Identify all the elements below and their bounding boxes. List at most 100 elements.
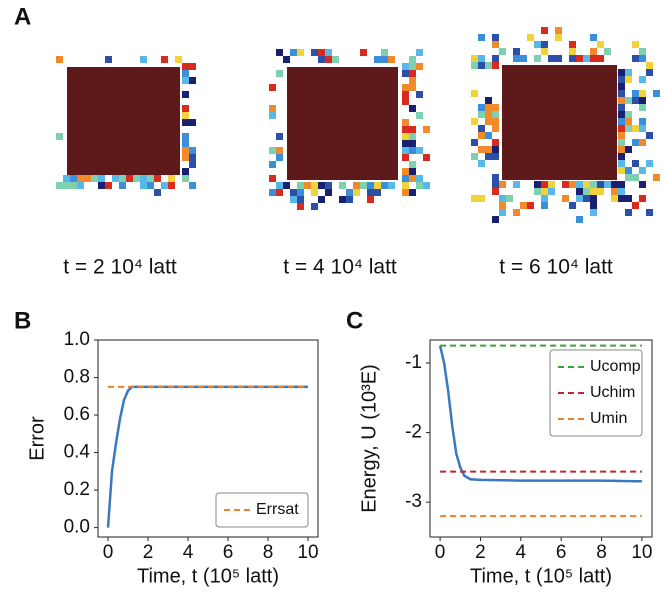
lattice-cell [478, 125, 485, 132]
lattice-cell [646, 209, 653, 216]
series-line [438, 345, 642, 483]
lattice-cell [182, 77, 189, 84]
lattice-cell [304, 182, 311, 189]
lattice-cell [513, 181, 520, 188]
lattice-cell [402, 147, 409, 154]
lattice-cell [625, 209, 632, 216]
lattice-cell [485, 97, 492, 104]
x-tick-label: 2 [475, 542, 486, 563]
x-tick-label: 10 [297, 542, 318, 563]
lattice-cell [478, 55, 485, 62]
lattice-cell [625, 111, 632, 118]
lattice-cell [604, 48, 611, 55]
lattice-cell [478, 195, 485, 202]
lattice-cell [311, 203, 318, 210]
lattice-cell [332, 56, 339, 63]
legend-label: Ucomp [590, 358, 641, 375]
lattice-cell [290, 49, 297, 56]
lattice-cell [478, 160, 485, 167]
lattice-cell [506, 195, 513, 202]
lattice-cell [276, 182, 283, 189]
lattice-cell [269, 161, 276, 168]
lattice-cell [632, 202, 639, 209]
lattice-cell [625, 174, 632, 181]
lattice-cell [541, 181, 548, 188]
lattice-cell [290, 196, 297, 203]
lattice-cell [555, 55, 562, 62]
lattice-cell [639, 48, 646, 55]
lattice-cell [639, 167, 646, 174]
lattice-cell [604, 181, 611, 188]
lattice-cell [513, 55, 520, 62]
lattice-cell [175, 56, 182, 63]
lattice-cell [499, 202, 506, 209]
lattice-cell [639, 181, 646, 188]
lattice-cell [346, 189, 353, 196]
lattice-cell [590, 188, 597, 195]
lattice-cell [318, 196, 325, 203]
panel-label: B [14, 307, 31, 334]
lattice-cell [639, 76, 646, 83]
lattice-cell [154, 175, 161, 182]
lattice-cell [416, 182, 423, 189]
lattice-cell [520, 55, 527, 62]
lattice-cell [590, 48, 597, 55]
lattice-cell [269, 175, 276, 182]
lattice-cell [374, 56, 381, 63]
lattice-cell [409, 161, 416, 168]
x-tick-label: 8 [263, 542, 274, 563]
lattice-cell [639, 90, 646, 97]
lattice-cell [492, 181, 499, 188]
lattice-cell [416, 49, 423, 56]
lattice-cell [618, 153, 625, 160]
lattice-cell [632, 97, 639, 104]
legend-box [215, 492, 309, 528]
lattice-cell [639, 55, 646, 62]
series-line [106, 385, 308, 528]
lattice-cell [485, 118, 492, 125]
lattice-cell [119, 182, 126, 189]
lattice-cell [534, 41, 541, 48]
lattice-cell [618, 188, 625, 195]
lattice-cell [485, 146, 492, 153]
lattice-cell [576, 188, 583, 195]
lattice-cell [98, 182, 105, 189]
lattice-cell [276, 147, 283, 154]
lattice-cell [409, 147, 416, 154]
lattice-cell [618, 132, 625, 139]
lattice-cell [402, 140, 409, 147]
lattice-cell [367, 182, 374, 189]
x-tick-label: 0 [435, 542, 446, 563]
lattice-cell [325, 189, 332, 196]
lattice-cell [388, 56, 395, 63]
lattice-cell [269, 147, 276, 154]
lattice-cell [562, 195, 569, 202]
lattice-cell [541, 188, 548, 195]
y-tick-label: -1 [405, 352, 422, 373]
x-tick-label: 6 [556, 542, 567, 563]
lattice-cell [374, 189, 381, 196]
lattice-cell [492, 55, 499, 62]
plot-frame [429, 339, 653, 538]
lattice-cell [189, 77, 196, 84]
lattice-cell [471, 195, 478, 202]
lattice-cell [409, 189, 416, 196]
lattice-cell [653, 90, 660, 97]
lattice-cell [133, 175, 140, 182]
lattice-cell [126, 175, 133, 182]
lattice-cell [269, 112, 276, 119]
lattice-cell [478, 62, 485, 69]
lattice-cell [576, 216, 583, 223]
lattice-cell [63, 175, 70, 182]
lattice-cell [478, 146, 485, 153]
lattice-cell [416, 147, 423, 154]
lattice-cell [402, 98, 409, 105]
lattice-cell [119, 175, 126, 182]
lattice-cell [56, 56, 63, 63]
caption: t = 6 10⁴ latt [499, 256, 613, 279]
lattice-cell [297, 196, 304, 203]
lattice-cell [527, 202, 534, 209]
lattice-cell [471, 139, 478, 146]
lattice-cell [583, 55, 590, 62]
y-tick-label: 0.4 [64, 442, 91, 463]
